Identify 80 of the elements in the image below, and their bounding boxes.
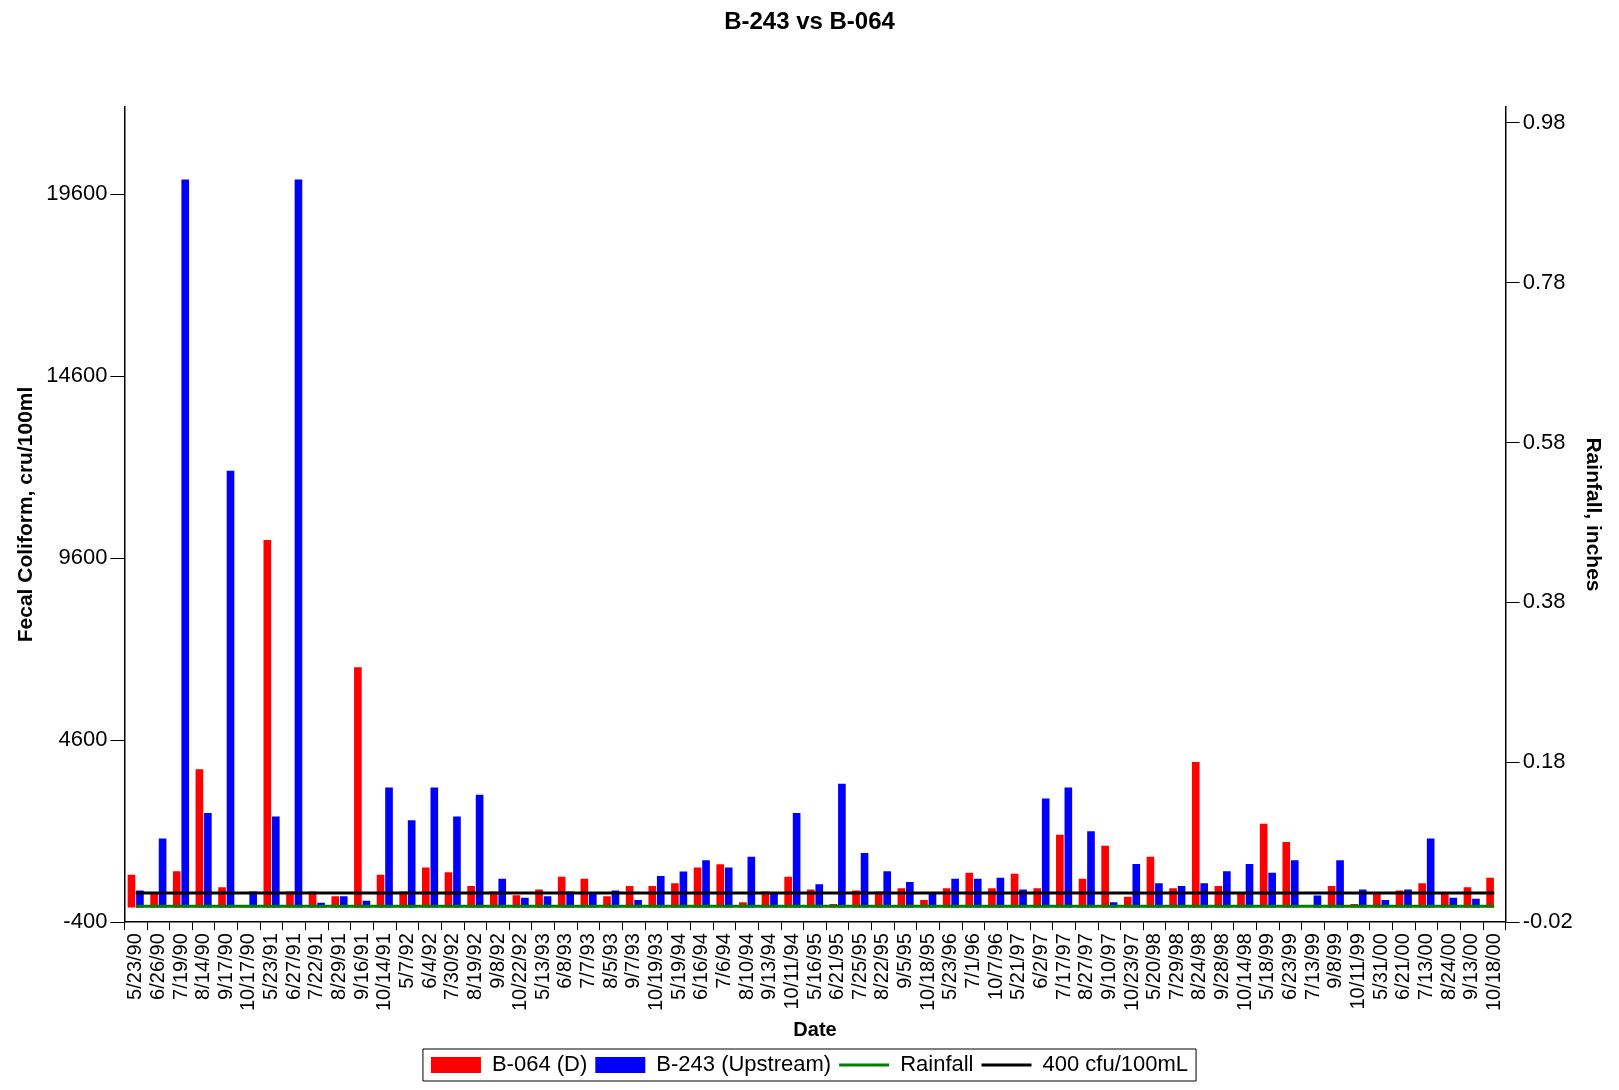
x-tick-label: 6/26/90	[145, 933, 168, 1000]
x-tick-label: 9/13/94	[757, 933, 780, 1000]
x-tick-label: 6/23/99	[1278, 933, 1301, 1000]
x-tick-label: 7/25/95	[847, 933, 870, 1000]
x-tick-label: 10/22/92	[508, 933, 531, 1012]
y-axis-title: Fecal Coliform, cru/100ml	[13, 386, 37, 643]
y-tick-label: 19600	[46, 180, 108, 206]
legend-label: 400 cfu/100mL	[1042, 1051, 1189, 1077]
x-axis-title: Date	[793, 1017, 837, 1040]
x-tick-label: 8/24/98	[1187, 933, 1210, 1000]
x-tick-label: 6/21/95	[825, 933, 848, 1000]
x-tick-label: 7/7/93	[576, 933, 599, 989]
x-tick-label: 10/19/93	[644, 933, 667, 1012]
x-tick-label: 7/17/97	[1051, 933, 1074, 1000]
y2-tick-label: 0.98	[1522, 108, 1566, 134]
x-tick-label: 10/11/94	[779, 933, 802, 1010]
x-tick-label: 9/28/98	[1210, 933, 1233, 1000]
y2-tick-label: 0.38	[1522, 588, 1566, 614]
y2-axis-title: Rainfall, inches	[1582, 437, 1606, 592]
x-tick-label: 8/14/90	[191, 933, 214, 1000]
x-tick-label: 6/21/00	[1391, 933, 1414, 1000]
x-tick-label: 5/23/90	[123, 933, 146, 1000]
x-tick-label: 8/27/97	[1074, 933, 1097, 1000]
x-tick-label: 5/31/00	[1368, 933, 1391, 1000]
x-tick-label: 10/7/96	[983, 933, 1006, 1000]
x-tick-label: 5/7/92	[394, 933, 417, 989]
x-tick-label: 9/10/97	[1096, 933, 1119, 1000]
x-tick-label: 5/13/93	[530, 933, 553, 1000]
x-tick-label: 9/7/93	[621, 933, 644, 989]
x-tick-label: 10/17/90	[236, 933, 259, 1012]
y2-tick-label: 0.78	[1522, 268, 1566, 294]
x-tick-label: 8/29/91	[327, 933, 350, 1000]
x-tick-label: 5/19/94	[666, 933, 689, 1000]
x-tick-label: 8/22/95	[870, 933, 893, 1000]
y-tick-label: 9600	[58, 544, 108, 570]
legend-label: B-064 (D)	[491, 1051, 588, 1077]
x-tick-label: 9/8/99	[1323, 933, 1346, 989]
y-tick-label: -400	[63, 908, 108, 934]
x-tick-label: 8/24/00	[1436, 933, 1459, 1000]
legend-label: B-243 (Upstream)	[656, 1051, 832, 1077]
x-tick-label: 10/18/00	[1481, 933, 1504, 1012]
x-tick-label: 5/23/96	[938, 933, 961, 1000]
x-tick-label: 5/20/98	[1142, 933, 1165, 1000]
x-tick-label: 8/19/92	[462, 933, 485, 1000]
y2-tick-label: -0.02	[1522, 908, 1573, 934]
y-tick-label: 4600	[58, 726, 108, 752]
y-tick-label: 14600	[46, 362, 108, 388]
x-tick-label: 10/14/98	[1232, 933, 1255, 1012]
x-tick-label: 8/10/94	[734, 933, 757, 1000]
x-tick-label: 6/8/93	[553, 933, 576, 989]
x-tick-label: 6/27/91	[281, 933, 304, 1000]
legend-label: Rainfall	[900, 1051, 974, 1077]
x-tick-label: 9/13/00	[1459, 933, 1482, 1000]
y2-tick-label: 0.18	[1522, 748, 1566, 774]
x-tick-label: 7/22/91	[304, 933, 327, 1000]
x-tick-label: 5/23/91	[259, 933, 282, 1000]
x-tick-label: 7/29/98	[1164, 933, 1187, 1000]
x-tick-label: 5/16/95	[802, 933, 825, 1000]
x-tick-label: 7/13/00	[1413, 933, 1436, 1000]
y2-tick-label: 0.58	[1522, 428, 1566, 454]
x-tick-label: 7/6/94	[711, 933, 734, 989]
x-tick-label: 7/13/99	[1300, 933, 1323, 1000]
x-tick-label: 5/18/99	[1255, 933, 1278, 1000]
x-tick-label: 5/21/97	[1006, 933, 1029, 1000]
chart-title: B-243 vs B-064	[724, 7, 896, 35]
x-tick-label: 9/17/90	[213, 933, 236, 1000]
x-tick-label: 6/2/97	[1028, 933, 1051, 989]
x-tick-label: 10/14/91	[372, 933, 395, 1012]
x-tick-label: 6/4/92	[417, 933, 440, 989]
x-tick-label: 10/18/95	[915, 933, 938, 1012]
x-tick-label: 9/5/95	[893, 933, 916, 989]
x-tick-label: 10/23/97	[1119, 933, 1142, 1012]
x-tick-label: 9/8/92	[485, 933, 508, 989]
x-tick-label: 7/30/92	[440, 933, 463, 1000]
x-tick-label: 8/5/93	[598, 933, 621, 989]
x-tick-label: 10/11/99	[1345, 933, 1368, 1010]
x-tick-label: 9/16/91	[349, 933, 372, 1000]
x-tick-label: 7/19/90	[168, 933, 191, 1000]
x-tick-label: 6/16/94	[689, 933, 712, 1000]
x-tick-label: 7/1/96	[961, 933, 984, 989]
